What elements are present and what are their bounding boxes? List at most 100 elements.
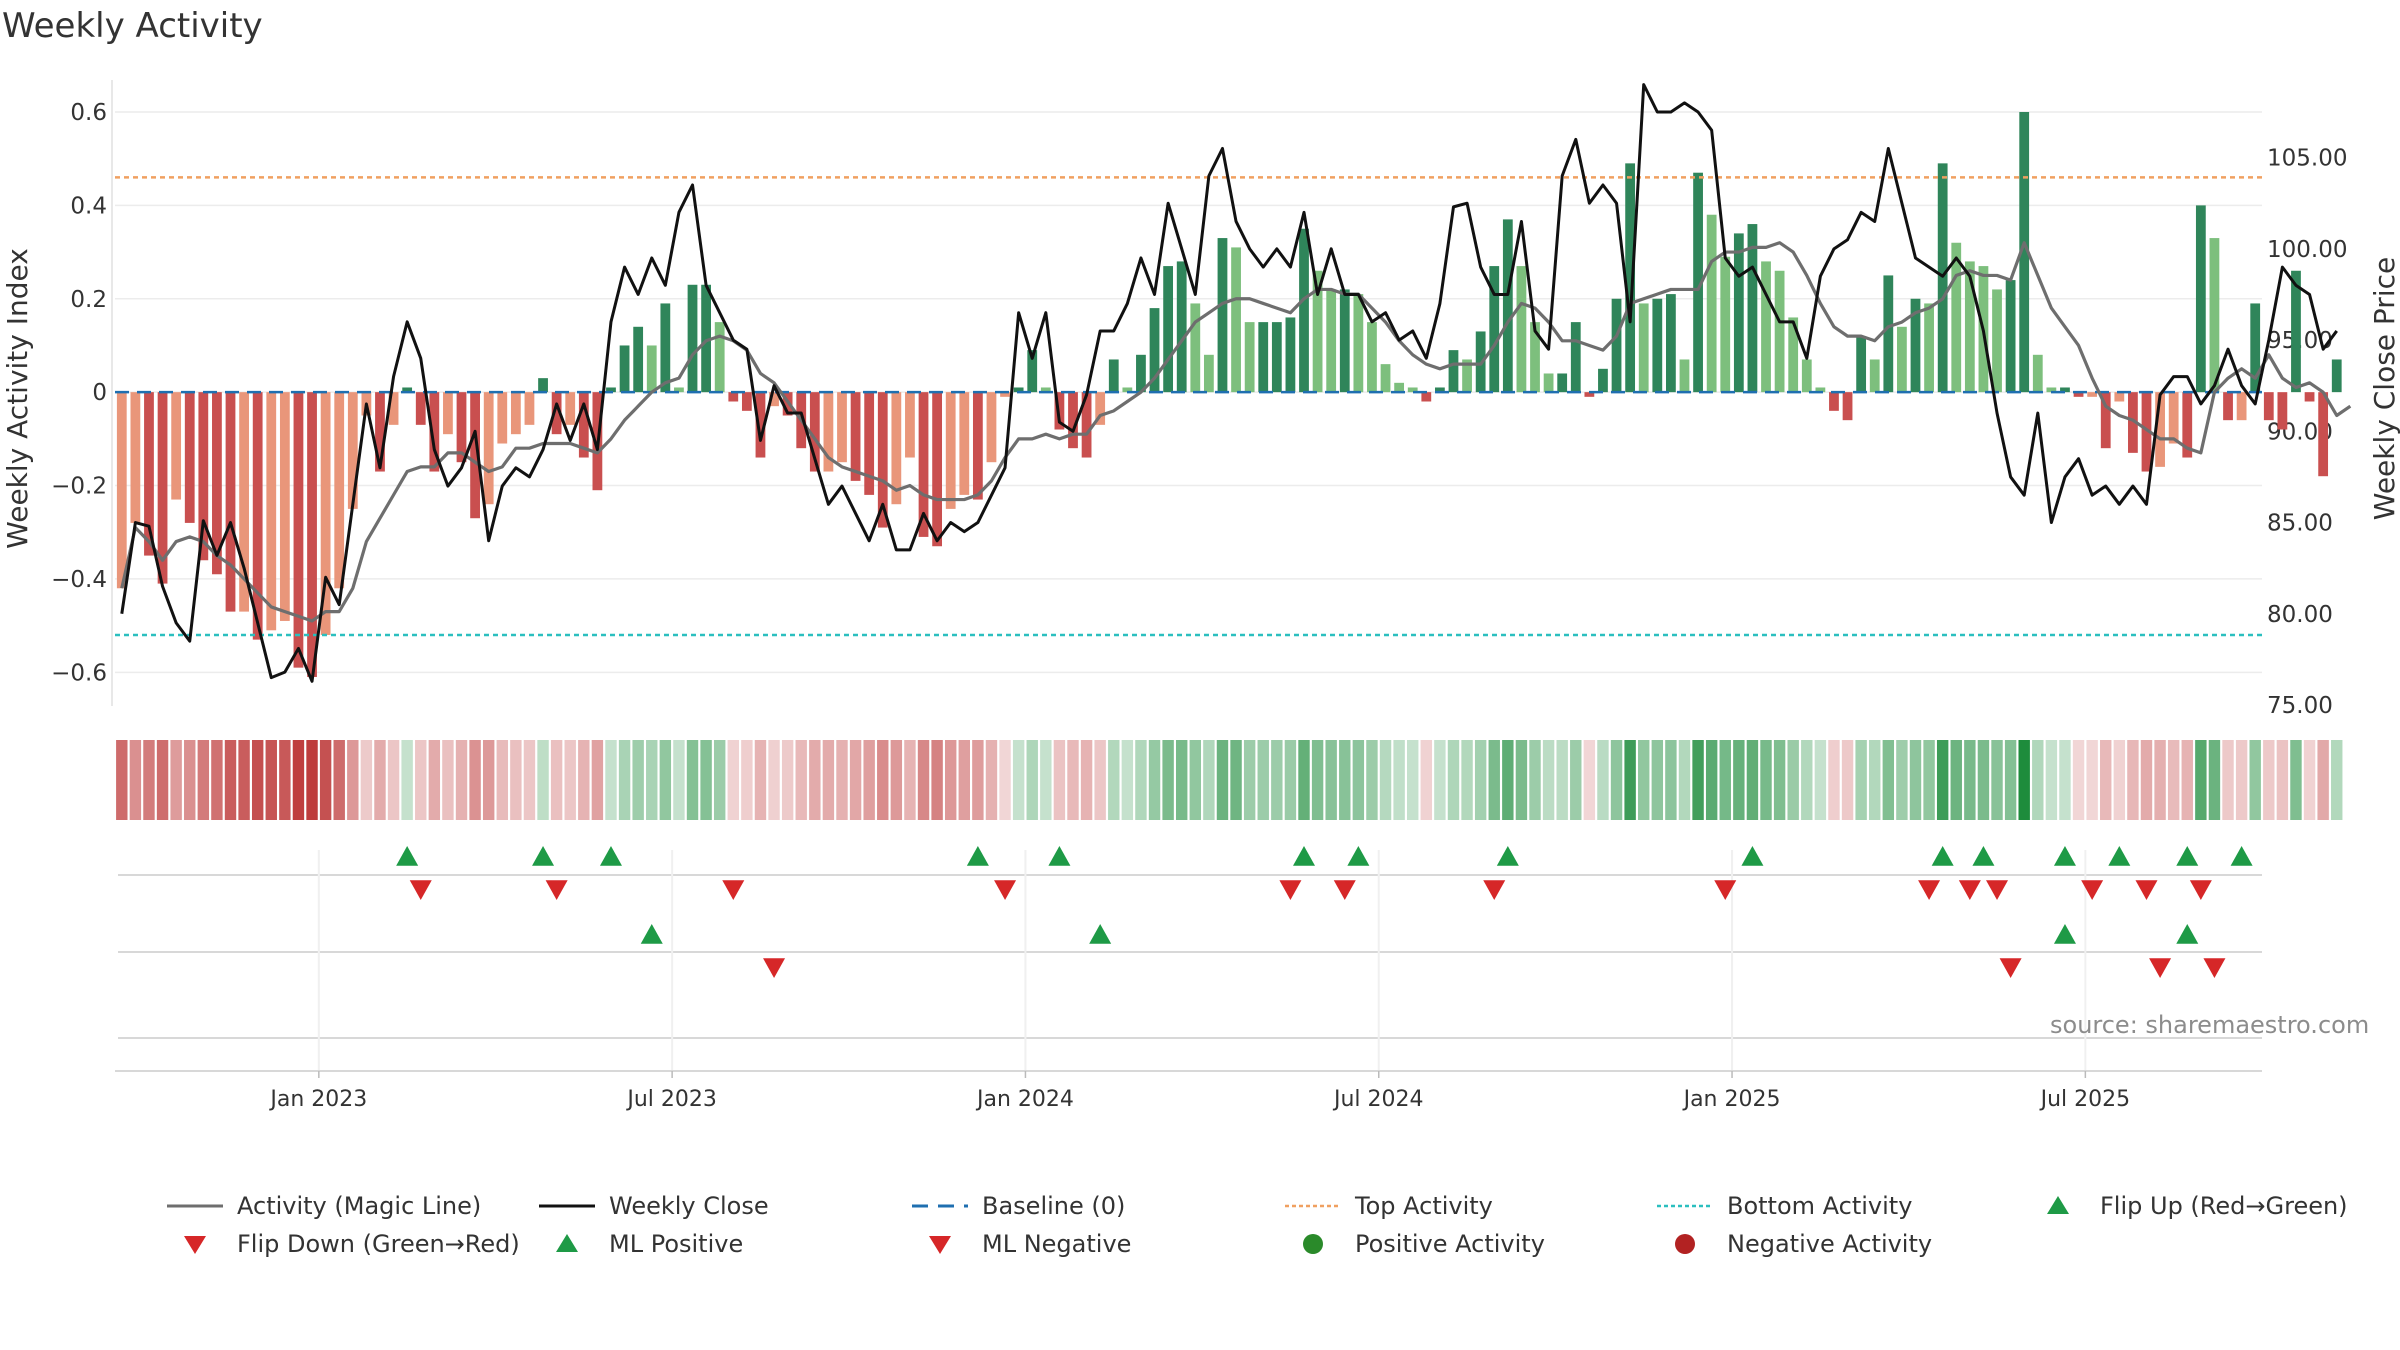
heat-cell — [659, 740, 672, 820]
activity-bar — [2032, 354, 2043, 393]
heat-cell — [1284, 740, 1297, 820]
flip-up-marker — [1496, 846, 1519, 866]
heat-cell — [1339, 740, 1351, 820]
activity-bar — [2250, 303, 2261, 393]
activity-bar — [2331, 359, 2342, 393]
activity-bar — [918, 392, 929, 537]
ml-positive-marker — [2176, 924, 2199, 944]
activity-bar — [1543, 373, 1554, 393]
heat-cell — [1746, 740, 1759, 820]
activity-bar — [1829, 392, 1839, 411]
heat-cell — [1760, 740, 1772, 820]
activity-bar — [660, 303, 671, 393]
activity-bar — [1774, 270, 1785, 393]
activity-bar — [2100, 392, 2111, 449]
heat-cell — [1053, 740, 1066, 820]
flip-up-marker — [1048, 846, 1071, 866]
activity-bar — [565, 392, 576, 425]
magic-line — [120, 241, 2352, 623]
activity-bar — [905, 392, 915, 458]
ml-negative-marker — [2149, 958, 2172, 978]
heat-cell — [1203, 740, 1215, 820]
heat-cell — [1869, 740, 1881, 820]
heat-cell — [347, 740, 359, 820]
heat-cell — [917, 740, 930, 820]
activity-bar — [2236, 392, 2247, 421]
heat-cell — [306, 740, 318, 820]
activity-bar — [2291, 270, 2301, 393]
heat-cell — [2331, 740, 2343, 820]
activity-bar — [1027, 350, 1038, 393]
activity-bar — [497, 392, 508, 444]
activity-bar — [864, 392, 875, 495]
heat-cell — [279, 740, 291, 820]
heat-cell — [1882, 740, 1895, 820]
heat-cell — [1556, 740, 1568, 820]
flip-down-marker — [1918, 880, 1941, 900]
activity-bar — [470, 392, 480, 519]
heat-cell — [768, 740, 780, 820]
source-label: source: sharemaestro.com — [2050, 1011, 2370, 1039]
heat-cell — [238, 740, 250, 820]
activity-bar — [184, 392, 195, 523]
x-tick-label: Jan 2023 — [268, 1087, 367, 1112]
heat-cell — [1162, 740, 1174, 820]
activity-bar — [1584, 392, 1595, 397]
heat-cell — [1311, 740, 1324, 820]
activity-bar — [1068, 392, 1078, 449]
flip-down-marker — [2081, 880, 2104, 900]
heat-cell — [1257, 740, 1269, 820]
activity-bar — [1040, 387, 1051, 393]
heat-cell — [1936, 740, 1949, 820]
heat-cell — [523, 740, 536, 820]
heat-cell — [564, 740, 576, 820]
activity-bar — [1964, 261, 1975, 393]
activity-bar — [1095, 392, 1106, 425]
activity-bar — [1163, 266, 1174, 393]
heat-cell — [211, 740, 223, 820]
heat-cell — [482, 740, 495, 820]
heat-cell — [1461, 740, 1473, 820]
heat-cell — [2154, 740, 2166, 820]
activity-bar — [388, 392, 399, 425]
heat-cell — [170, 740, 182, 820]
activity-bar — [456, 392, 467, 463]
heat-cell — [1950, 740, 1962, 820]
y2-axis-title: Weekly Close Price — [2368, 257, 2400, 520]
heat-cell — [319, 740, 332, 820]
activity-bar — [157, 392, 168, 584]
heat-cell — [958, 740, 970, 820]
flip-down-marker — [2189, 880, 2212, 900]
activity-bar — [1353, 294, 1364, 393]
activity-bar — [2114, 392, 2125, 402]
activity-bar — [1367, 322, 1377, 393]
activity-bar — [2019, 112, 2030, 393]
activity-bar — [823, 392, 834, 472]
heat-cell — [415, 740, 427, 820]
heat-cell — [2303, 740, 2316, 820]
heat-cell — [265, 740, 277, 820]
activity-bar — [1217, 238, 1228, 393]
activity-bar — [687, 284, 698, 393]
flip-down-marker — [545, 880, 568, 900]
y-tick-label: 0.6 — [70, 100, 107, 126]
activity-bar — [212, 392, 222, 575]
heat-cell — [1040, 740, 1052, 820]
heat-cell — [1175, 740, 1188, 820]
heat-cell — [1379, 740, 1392, 820]
activity-bar — [2304, 392, 2315, 402]
activity-bar — [945, 392, 956, 509]
heat-cell — [809, 740, 821, 820]
heat-cell — [442, 740, 454, 820]
heat-cell — [1610, 740, 1623, 820]
activity-bar — [714, 322, 725, 393]
heat-cell — [550, 740, 563, 820]
heat-cell — [2208, 740, 2221, 820]
activity-bar — [2073, 392, 2084, 397]
activity-bar — [1000, 392, 1010, 397]
activity-bar — [1231, 247, 1241, 393]
activity-bar — [809, 392, 820, 472]
y-tick-label: 0.2 — [70, 287, 107, 313]
heat-cell — [605, 740, 617, 820]
y2-tick-label: 100.00 — [2267, 237, 2347, 263]
